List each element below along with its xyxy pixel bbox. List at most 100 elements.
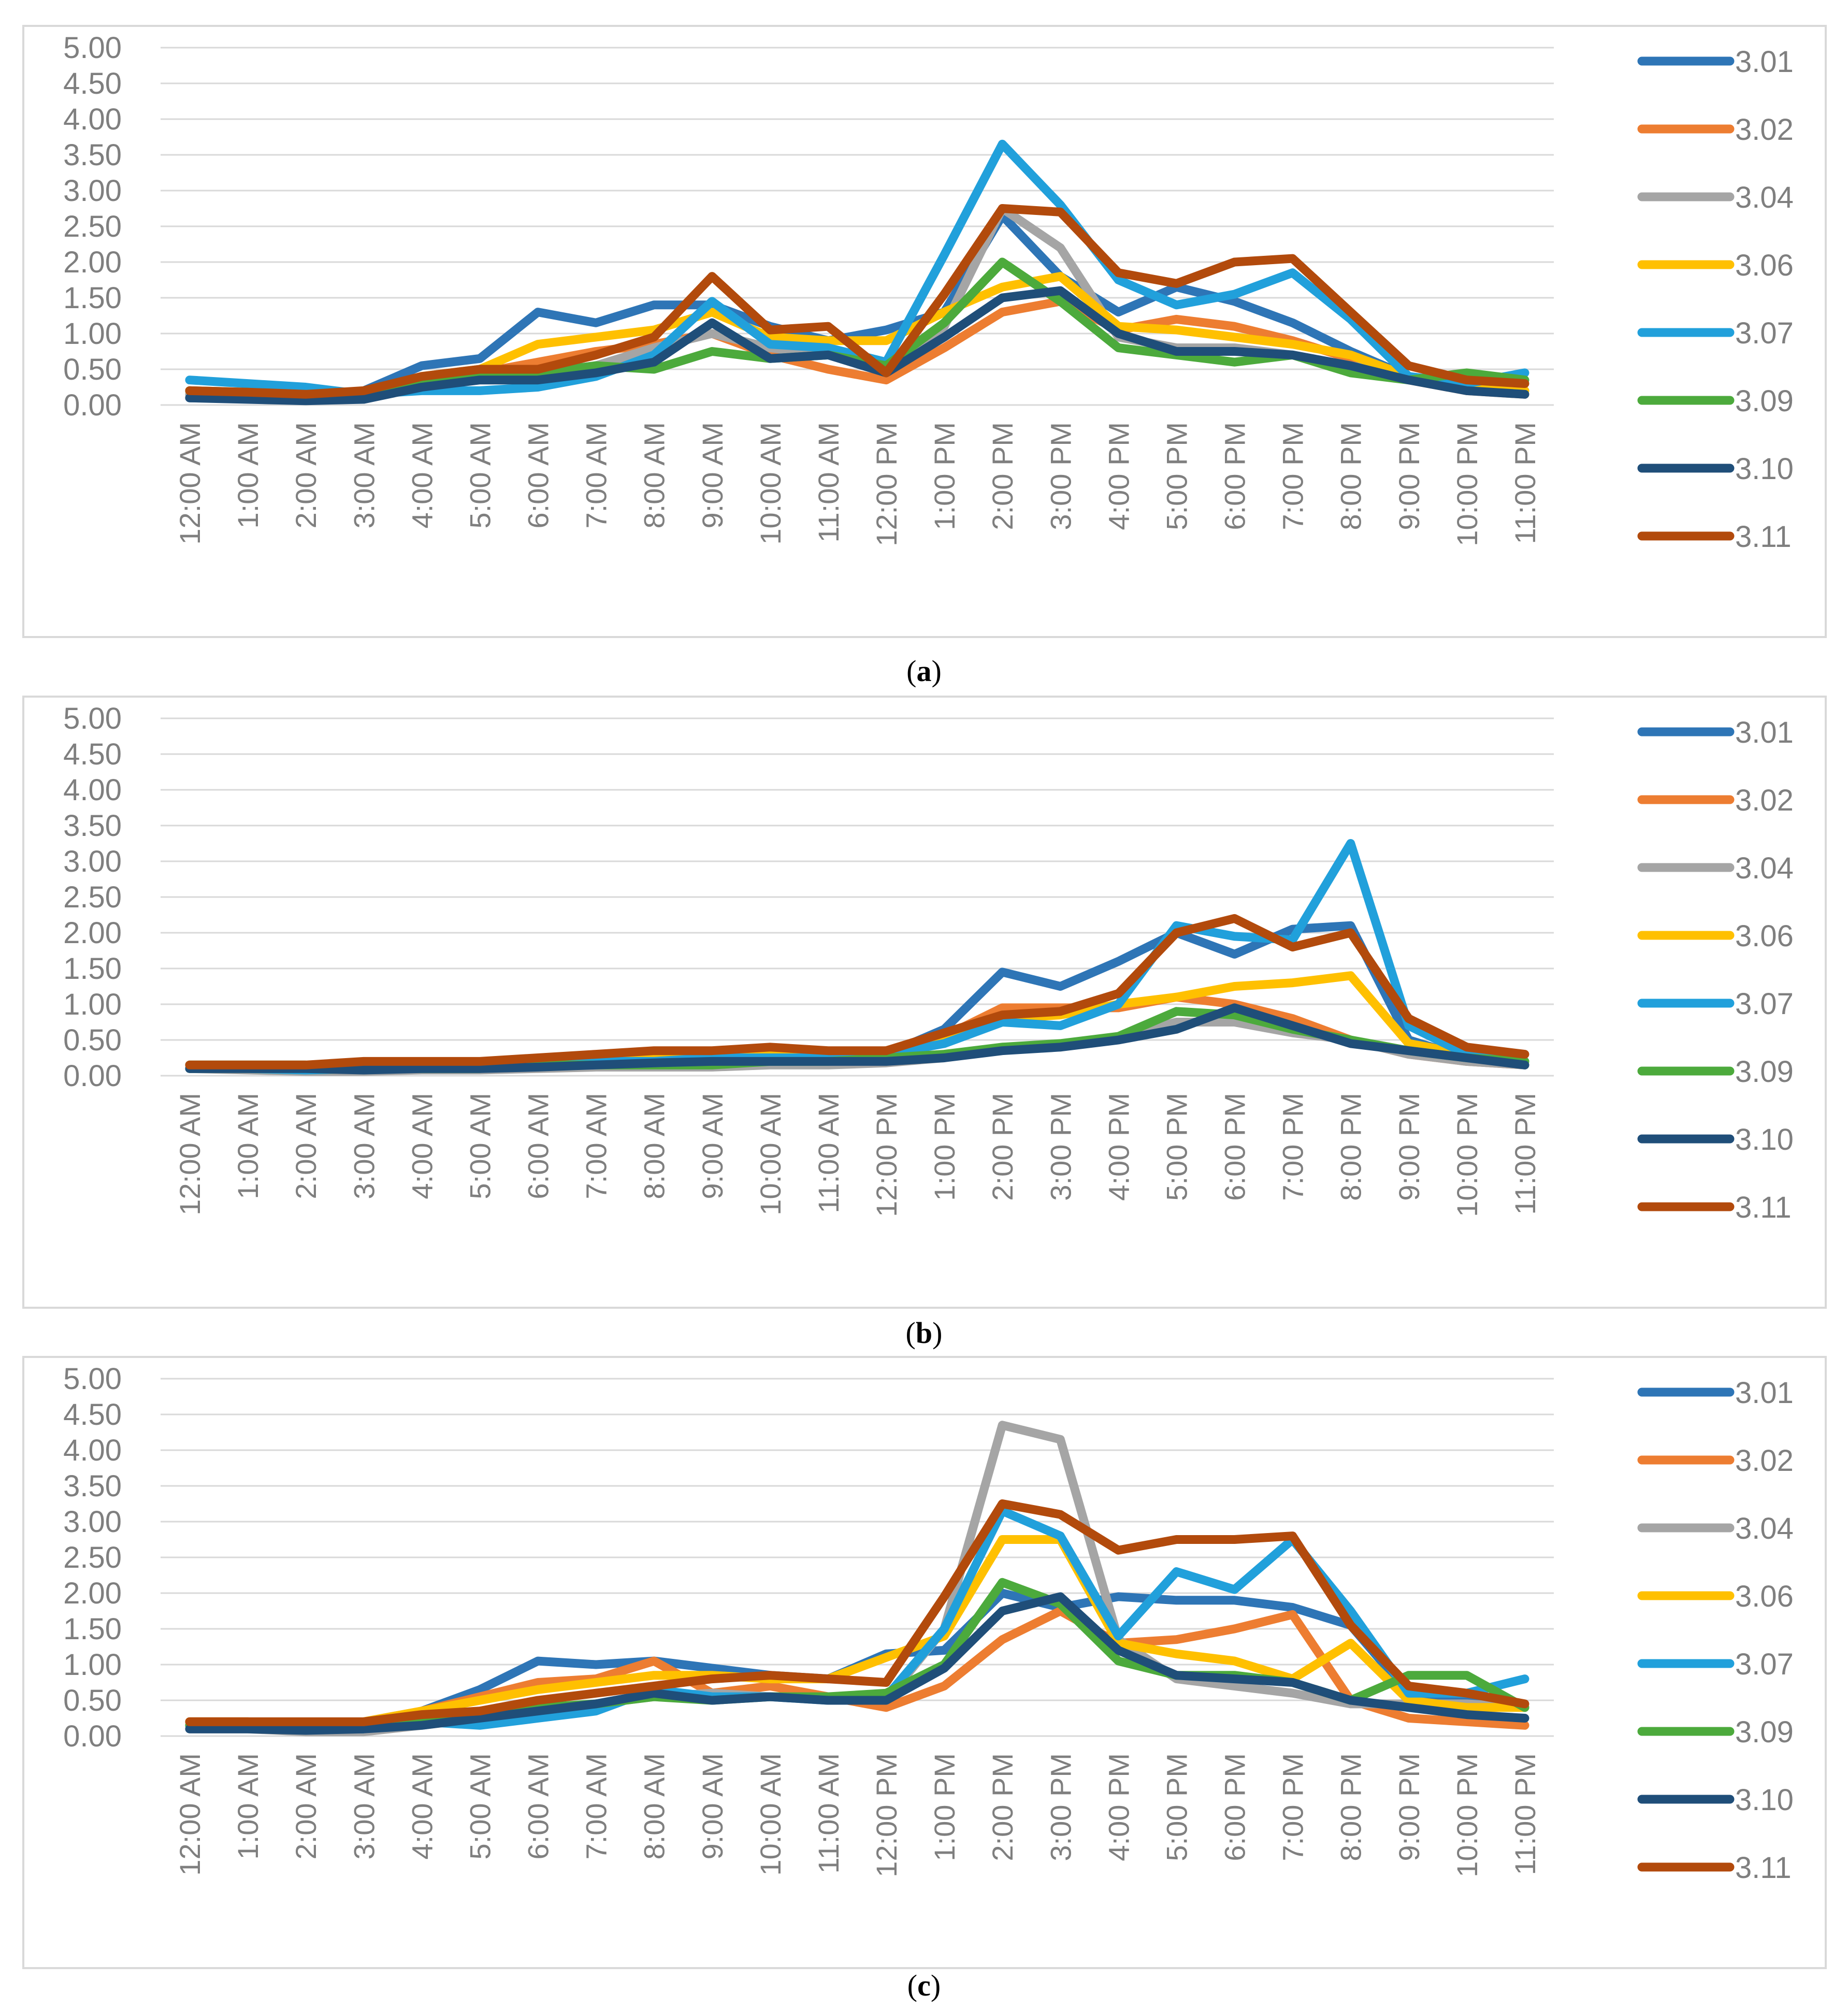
y-tick-label: 2.00 bbox=[63, 245, 122, 279]
caption-b: (b) bbox=[905, 1316, 943, 1350]
x-tick-label: 6:00 PM bbox=[1219, 1753, 1251, 1861]
x-tick-label: 6:00 PM bbox=[1219, 1093, 1251, 1201]
y-tick-label: 5.00 bbox=[63, 31, 122, 65]
y-tick-label: 4.50 bbox=[63, 1398, 122, 1432]
x-tick-label: 3:00 PM bbox=[1044, 1753, 1077, 1861]
y-tick-label: 1.50 bbox=[63, 281, 122, 315]
x-tick-label: 3:00 AM bbox=[348, 1753, 380, 1859]
chart-panel-c: 0.00 0.50 1.00 1.50 2.00 2.50 3.00 3.50 4.00 4.50… bbox=[0, 1331, 1848, 1978]
series-line-3-10 bbox=[185, 1592, 1529, 1735]
y-tick-label: 3.50 bbox=[63, 138, 122, 172]
y-tick-label: 4.00 bbox=[63, 103, 122, 136]
y-tick-label: 4.50 bbox=[63, 738, 122, 771]
y-tick-label: 1.00 bbox=[63, 988, 122, 1021]
x-tick-label: 9:00 AM bbox=[696, 1753, 729, 1859]
chart-svg-c: 0.000.501.001.502.002.503.003.504.004.50… bbox=[22, 1356, 1827, 1969]
legend-label: 3.06 bbox=[1735, 249, 1794, 282]
x-tick-label: 7:00 PM bbox=[1277, 422, 1309, 530]
x-tick-label: 2:00 PM bbox=[986, 1753, 1019, 1861]
legend-label: 3.07 bbox=[1735, 316, 1794, 350]
y-tick-label: 5.00 bbox=[63, 1362, 122, 1396]
x-tick-label: 7:00 PM bbox=[1277, 1093, 1309, 1201]
x-tick-label: 4:00 PM bbox=[1102, 1753, 1135, 1861]
x-tick-label: 2:00 PM bbox=[986, 1093, 1019, 1201]
x-tick-label: 12:00 AM bbox=[174, 1093, 206, 1216]
x-tick-label: 10:00 AM bbox=[754, 1753, 787, 1876]
y-tick-label: 5.00 bbox=[63, 702, 122, 735]
caption-letter-a: a bbox=[916, 654, 932, 688]
x-tick-label: 12:00 PM bbox=[870, 1753, 903, 1877]
x-tick-label: 10:00 PM bbox=[1451, 1093, 1483, 1217]
y-tick-label: 2.00 bbox=[63, 1577, 122, 1610]
x-tick-label: 9:00 AM bbox=[696, 422, 729, 528]
legend-label: 3.07 bbox=[1735, 987, 1794, 1021]
y-tick-label: 2.50 bbox=[63, 1541, 122, 1574]
legend-label: 3.04 bbox=[1735, 1512, 1794, 1545]
x-tick-label: 1:00 AM bbox=[232, 422, 264, 528]
legend-label: 3.07 bbox=[1735, 1647, 1794, 1681]
x-tick-label: 10:00 AM bbox=[754, 1093, 787, 1216]
x-tick-label: 6:00 AM bbox=[522, 422, 555, 528]
chart-svg-b: 0.000.501.001.502.002.503.003.504.004.50… bbox=[22, 696, 1827, 1309]
y-tick-label: 4.00 bbox=[63, 773, 122, 807]
x-tick-label: 1:00 PM bbox=[928, 1093, 961, 1201]
x-tick-label: 11:00 AM bbox=[812, 1753, 845, 1873]
series-line-3-10 bbox=[185, 1003, 1529, 1075]
x-tick-label: 2:00 AM bbox=[290, 1753, 322, 1859]
x-tick-label: 6:00 AM bbox=[522, 1093, 555, 1199]
x-tick-label: 6:00 AM bbox=[522, 1753, 555, 1859]
x-tick-label: 8:00 AM bbox=[638, 1093, 671, 1199]
legend-label: 3.06 bbox=[1735, 1580, 1794, 1613]
x-tick-label: 3:00 PM bbox=[1044, 422, 1077, 530]
x-tick-label: 5:00 AM bbox=[464, 1753, 496, 1859]
x-tick-label: 5:00 AM bbox=[464, 422, 496, 528]
y-tick-label: 0.00 bbox=[63, 1059, 122, 1093]
legend-label: 3.11 bbox=[1735, 1851, 1792, 1885]
x-tick-label: 7:00 AM bbox=[580, 1093, 613, 1199]
y-tick-label: 1.00 bbox=[63, 1648, 122, 1682]
chart-svg-a: 0.000.501.001.502.002.503.003.504.004.50… bbox=[22, 25, 1827, 638]
legend-label: 3.02 bbox=[1735, 1444, 1794, 1478]
y-tick-label: 1.00 bbox=[63, 317, 122, 351]
x-tick-label: 11:00 AM bbox=[812, 1093, 845, 1213]
y-tick-label: 2.00 bbox=[63, 916, 122, 950]
x-tick-label: 3:00 PM bbox=[1044, 1093, 1077, 1201]
x-tick-label: 3:00 AM bbox=[348, 422, 380, 528]
chart-panel-a: 0.00 0.50 1.00 1.50 2.00 2.50 3.00 3.50 4.00 4.50… bbox=[0, 0, 1848, 647]
caption-a: (a) bbox=[906, 654, 942, 688]
x-tick-label: 1:00 AM bbox=[232, 1093, 264, 1199]
series-line-3-11 bbox=[185, 1499, 1529, 1726]
x-tick-label: 4:00 AM bbox=[406, 422, 438, 528]
legend-label: 3.04 bbox=[1735, 181, 1794, 214]
x-tick-label: 11:00 PM bbox=[1509, 1753, 1541, 1875]
x-tick-label: 12:00 AM bbox=[174, 1753, 206, 1876]
x-tick-label: 9:00 PM bbox=[1393, 1753, 1425, 1861]
x-tick-label: 4:00 AM bbox=[406, 1753, 438, 1859]
x-tick-label: 8:00 PM bbox=[1335, 1093, 1367, 1201]
x-tick-label: 4:00 AM bbox=[406, 1093, 438, 1199]
y-tick-label: 1.50 bbox=[63, 952, 122, 986]
x-tick-label: 5:00 AM bbox=[464, 1093, 496, 1199]
x-tick-label: 12:00 PM bbox=[870, 422, 903, 546]
x-tick-label: 11:00 AM bbox=[812, 422, 845, 542]
x-tick-label: 8:00 AM bbox=[638, 422, 671, 528]
legend-label: 3.10 bbox=[1735, 452, 1794, 486]
x-tick-label: 12:00 PM bbox=[870, 1093, 903, 1217]
x-tick-label: 5:00 PM bbox=[1160, 1093, 1193, 1201]
series-line-3-10 bbox=[185, 286, 1529, 406]
y-tick-label: 4.00 bbox=[63, 1434, 122, 1467]
x-tick-label: 11:00 PM bbox=[1509, 1093, 1541, 1215]
legend-label: 3.11 bbox=[1735, 1191, 1792, 1224]
series-line-3-01 bbox=[185, 211, 1529, 404]
x-tick-label: 1:00 PM bbox=[928, 422, 961, 530]
x-tick-label: 10:00 AM bbox=[754, 422, 787, 545]
caption-letter-b: b bbox=[915, 1316, 933, 1350]
x-tick-label: 2:00 AM bbox=[290, 1093, 322, 1199]
legend-label: 3.01 bbox=[1735, 45, 1794, 79]
x-tick-label: 12:00 AM bbox=[174, 422, 206, 545]
x-tick-label: 2:00 PM bbox=[986, 422, 1019, 530]
legend-label: 3.09 bbox=[1735, 384, 1794, 418]
x-tick-label: 7:00 AM bbox=[580, 422, 613, 528]
legend-label: 3.09 bbox=[1735, 1715, 1794, 1749]
x-tick-label: 8:00 AM bbox=[638, 1753, 671, 1859]
